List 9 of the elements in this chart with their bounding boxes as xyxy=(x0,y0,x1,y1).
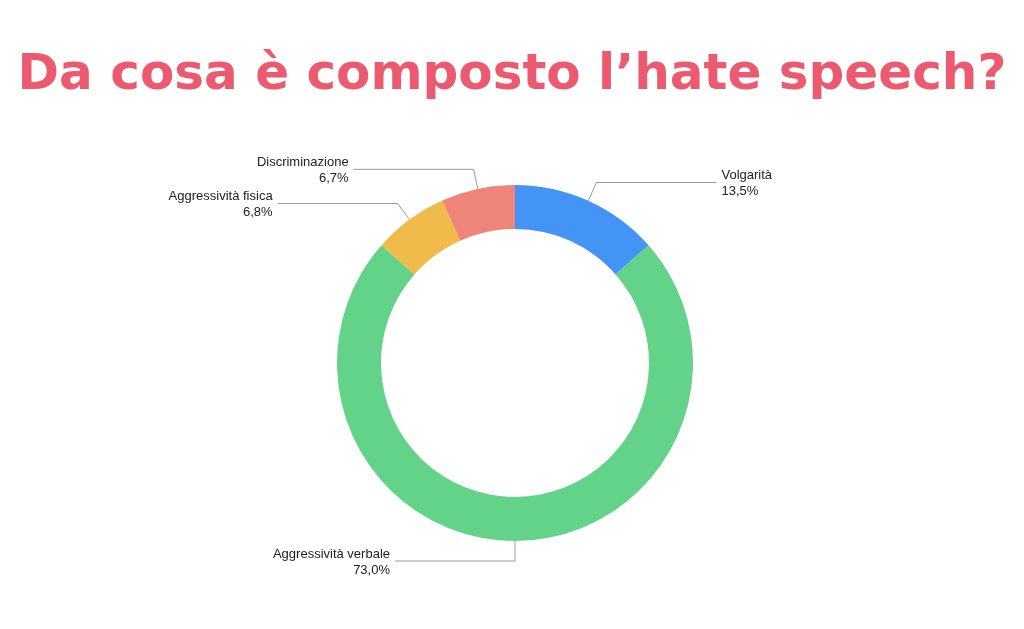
data-label: 13,5% xyxy=(721,183,759,199)
slice-label: Aggressività fisica xyxy=(168,188,274,204)
data-label: 6,7% xyxy=(318,169,350,185)
slice-label: Aggressività verbale xyxy=(272,545,390,561)
chart-title: Da cosa è composto l’hate speech? xyxy=(17,43,1007,101)
slice-label: Discriminazione xyxy=(256,153,349,169)
data-label: 73,0% xyxy=(353,561,391,577)
data-label: 6,8% xyxy=(242,204,274,220)
slice-label: Volgarità xyxy=(721,167,773,183)
